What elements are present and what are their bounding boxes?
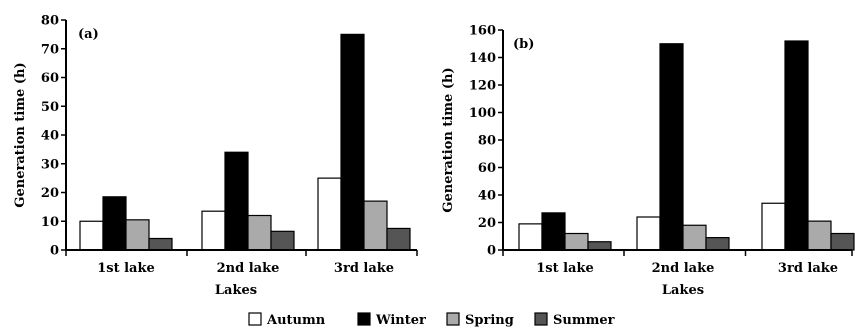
y-tick-label: 50 — [41, 100, 59, 115]
y-tick-label: 70 — [41, 42, 59, 57]
y-tick-label: 20 — [478, 216, 496, 231]
y-tick-label: 0 — [50, 244, 59, 259]
x-tick-label: 1st lake — [97, 261, 155, 276]
y-tick-label: 30 — [41, 157, 59, 172]
bar-winter-2 — [224, 151, 249, 251]
bar-summer-3 — [386, 227, 411, 251]
panel-b: 0 20 40 60 80 100 120 140 160 1st lake 2nd lake 3rd… — [441, 24, 855, 298]
y-axis-title: Generation time (h) — [441, 67, 456, 212]
y-axis-title: Generation time (h) — [13, 62, 28, 207]
bar-autumn-2 — [636, 216, 661, 251]
bar-spring-1 — [125, 219, 150, 251]
x-axis-title: Lakes — [215, 283, 257, 298]
legend-label-summer: Summer — [553, 313, 615, 328]
y-tick-label: 140 — [469, 51, 496, 66]
legend-label-winter: Winter — [375, 313, 426, 328]
y-tick-label: 80 — [41, 14, 59, 29]
y-tick-label: 40 — [478, 189, 496, 204]
panel-a: 0 10 20 30 40 50 60 70 80 1st lake 2nd lake 3rd lak… — [13, 14, 418, 298]
y-tick-label: 40 — [41, 129, 59, 144]
y-tick-label: 0 — [487, 244, 496, 259]
bar-spring-3 — [807, 220, 832, 251]
bar-autumn-2 — [201, 210, 226, 251]
legend-swatch-summer — [534, 312, 548, 326]
bar-summer-2 — [270, 230, 295, 251]
bar-spring-2 — [247, 214, 272, 251]
bar-summer-3 — [830, 232, 855, 251]
bar-autumn-3 — [317, 177, 342, 251]
bar-spring-2 — [682, 224, 707, 251]
legend-label-autumn: Autumn — [266, 313, 326, 328]
legend-label-spring: Spring — [465, 313, 514, 328]
bar-spring-3 — [363, 200, 388, 251]
x-tick-label: 3rd lake — [778, 261, 838, 276]
legend-swatch-autumn — [248, 312, 262, 326]
x-tick-label: 2nd lake — [217, 261, 280, 276]
y-tick-label: 20 — [41, 186, 59, 201]
x-axis-title: Lakes — [662, 283, 704, 298]
x-tick-label: 2nd lake — [652, 261, 715, 276]
bar-winter-1 — [541, 212, 566, 251]
bar-winter-2 — [659, 43, 684, 251]
y-tick-label: 80 — [478, 134, 496, 149]
bar-summer-1 — [148, 237, 173, 251]
bar-summer-1 — [587, 241, 612, 251]
legend: Autumn Winter Spring Summer — [248, 312, 615, 328]
bar-summer-2 — [705, 237, 730, 251]
y-tick-label: 160 — [469, 24, 496, 39]
panel-label: (a) — [78, 27, 99, 42]
y-tick-label: 120 — [469, 79, 496, 94]
x-tick-label: 3rd lake — [334, 261, 394, 276]
y-tick-label: 100 — [469, 106, 496, 121]
bar-autumn-1 — [518, 223, 543, 251]
y-tick-label: 60 — [478, 161, 496, 176]
bar-winter-3 — [784, 40, 809, 251]
bar-autumn-3 — [761, 202, 786, 251]
y-tick-label: 10 — [41, 215, 59, 230]
x-tick-label: 1st lake — [536, 261, 594, 276]
bar-winter-3 — [340, 33, 365, 251]
bar-winter-1 — [102, 196, 127, 251]
y-tick-label: 60 — [41, 71, 59, 86]
bar-spring-1 — [564, 232, 589, 251]
legend-swatch-spring — [446, 312, 460, 326]
legend-swatch-winter — [357, 312, 371, 326]
bar-autumn-1 — [79, 220, 104, 251]
panel-label: (b) — [513, 37, 534, 52]
